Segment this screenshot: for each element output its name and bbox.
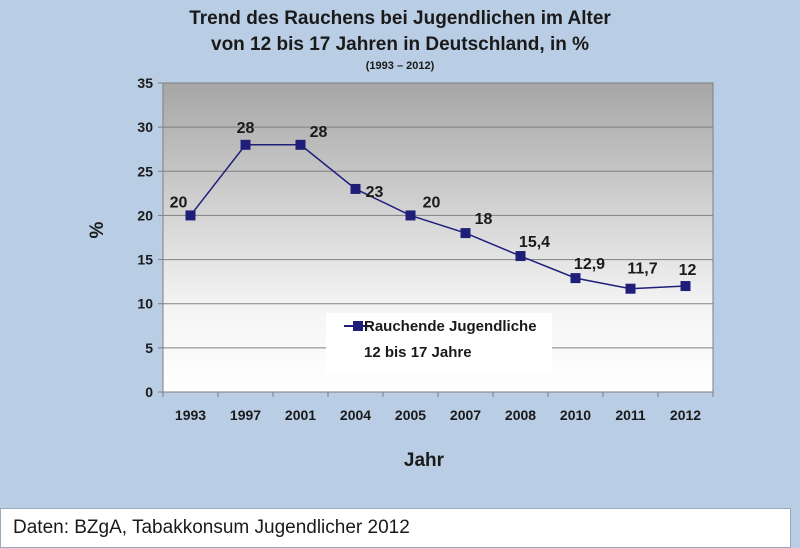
y-tick-label: 10	[137, 296, 153, 312]
data-point	[240, 139, 251, 150]
data-label: 20	[423, 194, 441, 211]
x-tick-label: 2001	[285, 407, 316, 423]
data-point	[185, 210, 196, 221]
data-label: 11,7	[627, 261, 657, 278]
x-tick-label: 1997	[230, 407, 261, 423]
chart-subtitle: (1993 – 2012)	[365, 60, 435, 72]
data-point	[680, 281, 691, 292]
legend-marker-icon	[344, 321, 372, 331]
x-tick-label: 1993	[175, 407, 206, 423]
series-line-group	[185, 139, 691, 294]
data-label: 18	[475, 211, 493, 228]
chart-title: Trend des Rauchens bei Jugendlichen im A…	[189, 8, 611, 29]
data-label: 12,9	[574, 256, 605, 273]
source-footer: Daten: BZgA, Tabakkonsum Jugendlicher 20…	[0, 508, 791, 548]
x-tick-label: 2012	[670, 407, 701, 423]
x-tick-label: 2011	[615, 407, 646, 423]
y-tick-label: 35	[137, 75, 153, 91]
x-tick-label: 2007	[450, 407, 481, 423]
data-label: 20	[170, 194, 188, 211]
y-tick-label: 30	[137, 119, 153, 135]
data-labels: 20 28 28 23 20 18 15,4 12,9 11,7 12	[170, 120, 697, 279]
x-tick-label: 2010	[560, 407, 591, 423]
data-point	[460, 228, 471, 239]
source-text: Daten: BZgA, Tabakkonsum Jugendlicher 20…	[13, 517, 410, 538]
y-axis-label: %	[87, 221, 108, 238]
data-point	[405, 210, 416, 221]
x-tick-label: 2008	[505, 407, 536, 423]
legend-label-line1: Rauchende Jugendliche	[364, 318, 537, 335]
x-axis-label: Jahr	[404, 450, 445, 471]
data-label: 23	[366, 184, 384, 201]
data-label: 12	[679, 262, 697, 279]
x-tick-label: 2005	[395, 407, 426, 423]
chart-title-line2: von 12 bis 17 Jahren in Deutschland, in …	[211, 34, 589, 55]
data-point	[625, 283, 636, 294]
y-tick-label: 0	[145, 384, 153, 400]
data-point	[570, 273, 581, 284]
data-point	[515, 251, 526, 262]
data-label: 28	[237, 120, 255, 137]
series-line	[189, 144, 686, 290]
y-tick-label: 25	[137, 163, 153, 179]
legend: Rauchende Jugendliche 12 bis 17 Jahre	[326, 313, 552, 373]
data-label: 28	[310, 124, 328, 141]
legend-label-line2: 12 bis 17 Jahre	[364, 344, 472, 361]
x-tick-label: 2004	[340, 407, 371, 423]
data-label: 15,4	[519, 234, 550, 251]
data-point	[295, 139, 306, 150]
y-tick-label: 15	[137, 252, 153, 268]
y-tick-label: 5	[145, 340, 153, 356]
axes: 0 5 10 15 20 25 30 35 1993 1997 2001 2004 2005 2007 20…	[137, 75, 714, 423]
data-point	[350, 183, 361, 194]
y-tick-label: 20	[137, 207, 153, 223]
